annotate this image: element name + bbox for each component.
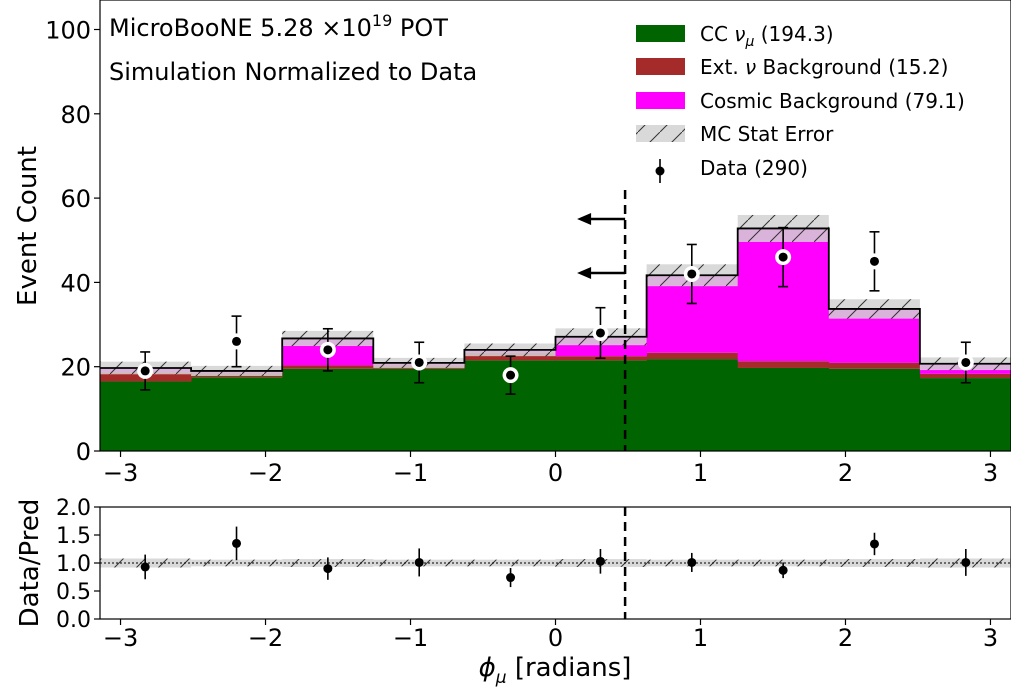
- data-point-5: [595, 328, 605, 338]
- ratio-ytick-label-4: 2.0: [56, 496, 91, 521]
- ratio-xtick-label-2: −1: [393, 624, 428, 652]
- bar-numu-bin-1: [191, 377, 283, 451]
- main-ytick-label-2: 40: [60, 269, 91, 297]
- ratio-y-ticks: 0.0 0.5 1.0 1.5 2.0: [56, 496, 100, 633]
- bar-numu-bin-9: [919, 378, 1011, 451]
- legend: CC νμ (194.3) Ext. ν Background (15.2) Cos…: [636, 22, 965, 183]
- ratio-point-8: [869, 539, 879, 549]
- ratio-xtick-label-1: −2: [248, 624, 283, 652]
- bar-ext-bin-8: [828, 362, 921, 369]
- bar-ext-bin-7: [737, 361, 830, 368]
- legend-label-2: Cosmic Background (79.1): [700, 89, 965, 113]
- main-x-ticks: −3 −2 −1 0 1 2 3: [103, 451, 998, 487]
- x-axis-label: ϕμ [radians]: [479, 653, 632, 688]
- main-xtick-label-2: −1: [393, 459, 428, 487]
- cut-arrows: [577, 213, 626, 279]
- ratio-xtick-label-0: −3: [103, 624, 138, 652]
- data-point-9: [961, 357, 971, 367]
- legend-label-data: Data (290): [700, 156, 808, 180]
- ratio-ytick-label-2: 1.0: [56, 552, 91, 577]
- data-point-1: [232, 336, 242, 346]
- main-y-axis-label: Event Count: [13, 146, 43, 306]
- bar-numu-bin-6: [646, 359, 739, 451]
- main-ytick-label-5: 100: [45, 17, 91, 45]
- legend-swatch-1: [636, 58, 685, 75]
- legend-swatch-mc-stat: [636, 125, 685, 142]
- data-point-3: [414, 357, 424, 367]
- legend-data-marker: [655, 166, 665, 176]
- main-xtick-label-0: −3: [103, 459, 138, 487]
- data-point-7: [778, 252, 788, 262]
- ratio-xtick-label-5: 2: [838, 624, 853, 652]
- ratio-points: [140, 526, 971, 588]
- stacked-bars: [100, 228, 1011, 451]
- bar-numu-bin-8: [828, 368, 921, 451]
- main-ytick-label-0: 0: [76, 438, 91, 466]
- legend-swatch-2: [636, 92, 685, 109]
- ratio-point-0: [140, 562, 150, 572]
- main-ytick-label-1: 20: [60, 354, 91, 382]
- main-xtick-label-6: 3: [983, 459, 998, 487]
- main-y-ticks: 0 20 40 60 80 100: [45, 17, 100, 466]
- bar-numu-bin-5: [555, 360, 648, 451]
- bar-numu-bin-2: [282, 368, 374, 451]
- data-points: [137, 226, 974, 395]
- bar-numu-bin-7: [737, 367, 830, 451]
- ratio-ytick-label-3: 1.5: [56, 524, 91, 549]
- ratio-point-9: [961, 557, 971, 567]
- ratio-band-bin-8: [828, 559, 920, 567]
- ratio-xtick-label-4: 1: [693, 624, 708, 652]
- legend-label-0: CC νμ (194.3): [700, 22, 834, 50]
- ratio-ytick-label-0: 0.0: [56, 608, 91, 633]
- ratio-point-1: [232, 538, 242, 548]
- data-point-0: [140, 366, 150, 376]
- ratio-ytick-label-1: 0.5: [56, 580, 91, 605]
- legend-label-mc-stat: MC Stat Error: [700, 122, 834, 146]
- ratio-point-6: [687, 557, 697, 567]
- cut-arrow-head-1: [577, 267, 592, 279]
- main-ytick-label-4: 80: [60, 101, 91, 129]
- main-ytick-label-3: 60: [60, 185, 91, 213]
- ratio-x-ticks: −3 −2 −1 0 1 2 3: [103, 619, 998, 652]
- main-xtick-label-5: 2: [838, 459, 853, 487]
- main-xtick-label-4: 1: [693, 459, 708, 487]
- ratio-point-7: [778, 565, 788, 575]
- ratio-panel: 0.0 0.5 1.0 1.5 2.0 −3 −2 −1 0 1 2 3 Data/Pred ϕμ …: [15, 496, 1011, 688]
- ratio-xtick-label-3: 0: [548, 624, 563, 652]
- ratio-point-5: [595, 556, 605, 566]
- stack-outline: [100, 227, 1011, 372]
- data-point-6: [687, 269, 697, 279]
- ratio-y-axis-label: Data/Pred: [15, 499, 45, 628]
- legend-swatch-0: [636, 25, 685, 42]
- ratio-xtick-label-6: 3: [983, 624, 998, 652]
- ratio-point-2: [323, 564, 333, 574]
- legend-label-1: Ext. ν Background (15.2): [700, 55, 948, 79]
- data-point-4: [506, 370, 516, 380]
- cut-arrow-head-0: [577, 213, 592, 225]
- chart-title: MicroBooNE 5.28 ×1019 POT: [109, 11, 448, 42]
- chart-subtitle: Simulation Normalized to Data: [109, 58, 477, 86]
- data-point-8: [869, 256, 879, 266]
- data-point-2: [323, 345, 333, 355]
- main-xtick-label-3: 0: [548, 459, 563, 487]
- bar-numu-bin-0: [100, 381, 192, 451]
- ratio-point-3: [414, 557, 424, 567]
- ratio-point-4: [506, 573, 516, 583]
- bar-ext-bin-6: [646, 352, 739, 360]
- main-histogram-panel: 0 20 40 60 80 100 −3 −2 −1 0 1 2 3 Event Count Micr…: [13, 0, 1011, 487]
- main-xtick-label-1: −2: [248, 459, 283, 487]
